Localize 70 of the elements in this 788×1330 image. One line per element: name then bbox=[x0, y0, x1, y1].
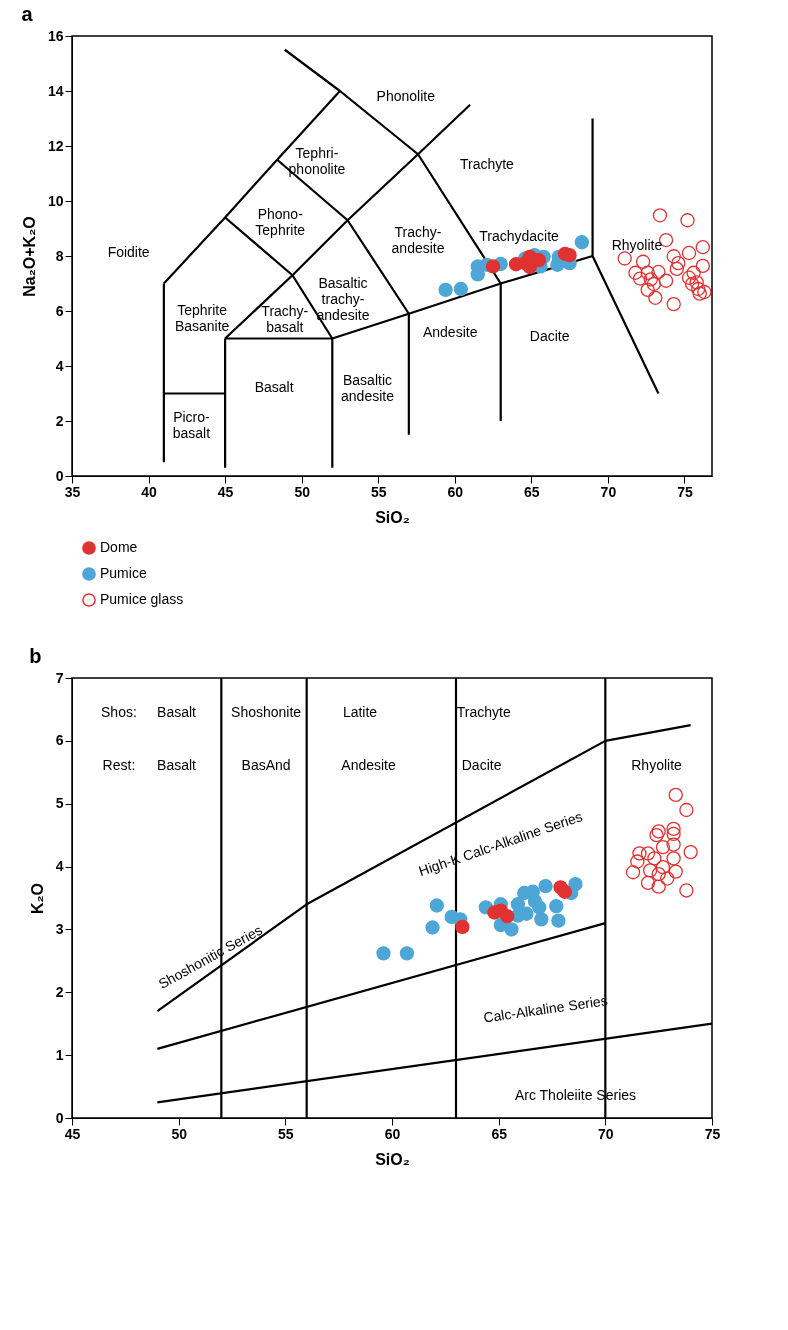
x-tick-label: 35 bbox=[64, 483, 81, 500]
y-tick-label: 2 bbox=[55, 412, 64, 429]
x-tick-label: 60 bbox=[447, 483, 464, 500]
annotation: Basaltic trachy- andesite bbox=[316, 274, 370, 323]
y-tick-label: 0 bbox=[55, 1109, 64, 1126]
annotation: BasAnd bbox=[241, 757, 291, 773]
x-tick-label: 50 bbox=[171, 1125, 188, 1142]
x-tick-label: 55 bbox=[278, 1125, 294, 1142]
x-tick-label: 65 bbox=[491, 1125, 508, 1142]
y-axis-title: Na₂O+K₂O bbox=[20, 216, 38, 297]
annotation: Trachy- andesite bbox=[391, 223, 445, 256]
y-tick-label: 2 bbox=[55, 983, 64, 1000]
x-tick-label: 45 bbox=[64, 1125, 81, 1142]
annotation: Latite bbox=[342, 703, 378, 720]
annotation: Basalt bbox=[157, 703, 197, 720]
y-tick-label: 1 bbox=[55, 1046, 64, 1063]
y-tick-label: 6 bbox=[55, 302, 64, 319]
chart-title: a bbox=[21, 3, 34, 25]
x-tick-label: 70 bbox=[598, 1125, 614, 1142]
x-tick-label: 40 bbox=[141, 483, 158, 500]
y-axis-title: K₂O bbox=[28, 882, 46, 915]
y-tick-label: 7 bbox=[55, 669, 64, 686]
x-axis-title: SiO₂ bbox=[375, 508, 410, 526]
chart-title: b bbox=[29, 645, 42, 667]
legend-label: Pumice glass bbox=[100, 591, 184, 607]
annotation: Foidite bbox=[107, 244, 150, 261]
annotation: Basalt bbox=[254, 379, 294, 395]
annotation: Dacite bbox=[461, 757, 502, 773]
annotation: Phonolite bbox=[376, 87, 436, 104]
legend-label: Dome bbox=[100, 539, 138, 555]
annotation: Rhyolite bbox=[611, 237, 663, 254]
annotation: Rhyolite bbox=[631, 757, 683, 773]
annotation: Trachyte bbox=[456, 703, 511, 720]
annotation: Shos: bbox=[101, 703, 137, 720]
annotation: Trachy- basalt bbox=[261, 303, 309, 336]
annotation: Tephri- phonolite bbox=[288, 145, 346, 178]
y-tick-label: 10 bbox=[47, 192, 64, 209]
x-tick-label: 55 bbox=[370, 483, 387, 500]
y-tick-label: 0 bbox=[55, 467, 64, 484]
annotation: Dacite bbox=[529, 328, 570, 345]
annotation: Andesite bbox=[341, 757, 396, 773]
annotation: Picro- basalt bbox=[172, 409, 211, 442]
legend-label: Pumice bbox=[100, 565, 147, 581]
y-tick-label: 16 bbox=[47, 27, 64, 44]
x-tick-label: 50 bbox=[294, 483, 311, 500]
x-tick-label: 45 bbox=[217, 483, 234, 500]
y-tick-label: 4 bbox=[55, 357, 64, 374]
annotation: Basalt bbox=[157, 757, 197, 773]
x-axis-title: SiO₂ bbox=[375, 1150, 410, 1168]
y-tick-label: 6 bbox=[55, 732, 64, 749]
annotation: Basaltic andesite bbox=[341, 372, 395, 405]
y-tick-label: 5 bbox=[55, 795, 64, 812]
annotation: Andesite bbox=[422, 324, 478, 340]
x-tick-label: 75 bbox=[704, 1125, 721, 1142]
y-tick-label: 3 bbox=[55, 920, 64, 937]
y-tick-label: 4 bbox=[55, 858, 64, 875]
annotation: Trachyte bbox=[459, 156, 515, 173]
annotation: Tephrite Basanite bbox=[174, 302, 230, 334]
y-tick-label: 14 bbox=[47, 82, 64, 99]
annotation: Calc-Alkaline Series bbox=[482, 992, 609, 1026]
annotation: Phono- Tephrite bbox=[255, 205, 306, 238]
x-tick-label: 75 bbox=[677, 483, 693, 500]
x-tick-label: 60 bbox=[384, 1125, 401, 1142]
annotation: Rest: bbox=[102, 757, 136, 773]
x-tick-label: 65 bbox=[524, 483, 540, 500]
annotation: Trachydacite bbox=[479, 227, 560, 244]
x-tick-label: 70 bbox=[600, 483, 617, 500]
y-tick-label: 8 bbox=[55, 247, 64, 264]
y-tick-label: 12 bbox=[47, 137, 64, 154]
annotation: Shoshonite bbox=[231, 703, 302, 720]
